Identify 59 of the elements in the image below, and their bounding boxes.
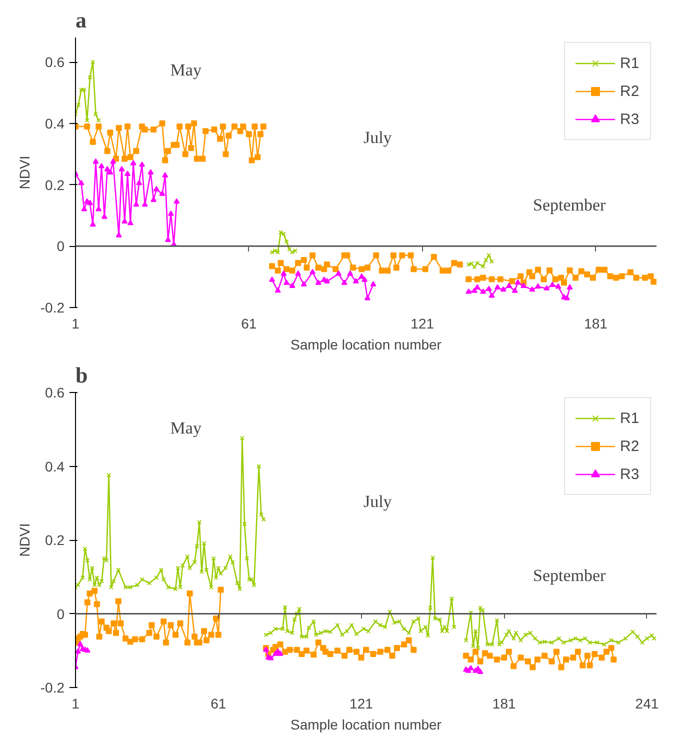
x-tick-label: 241 [635,696,659,712]
x-tick-label: 181 [492,696,516,712]
point [480,264,486,269]
point [281,232,286,236]
y-axis-title: NDVI [16,523,32,557]
chart-title: b [76,362,88,388]
point [90,60,96,64]
legend-label: R3 [620,466,640,482]
y-tick-label: 0 [56,238,65,254]
y-tick-label: 0.2 [45,532,65,548]
legend-label: R1 [620,410,640,426]
y-tick-label: -0.2 [40,680,65,696]
x-axis-title: Sample location number [290,716,442,732]
y-tick-label: 0.4 [45,458,65,474]
y-tick-label: 0.6 [45,384,65,400]
point [477,668,484,674]
annotation: July [363,128,392,147]
chart-title: a [76,8,86,32]
legend-label: R1 [620,54,640,72]
point [486,253,492,258]
x-tick-label: 181 [584,316,608,332]
x-tick-label: 61 [241,316,257,332]
annotation: May [170,60,202,80]
y-tick-label: -0.2 [40,300,65,316]
point [277,650,284,656]
x-tick-label: 1 [72,696,80,712]
annotation: July [363,492,392,512]
x-tick-label: 1 [72,316,80,332]
y-axis-title: NDVI [16,156,32,190]
point [278,230,283,235]
point [472,264,477,270]
point [290,250,295,255]
point [79,87,84,92]
point [96,118,101,123]
y-tick-label: 0.6 [45,54,65,70]
legend-label: R2 [620,438,640,454]
x-tick-label: 121 [350,696,374,712]
point [76,648,81,654]
x-tick-label: 61 [210,696,226,712]
y-tick-label: 0 [56,606,65,622]
point [284,239,289,244]
y-tick-label: 0.4 [45,115,65,132]
legend-label: R3 [620,110,640,128]
point [272,248,278,254]
point [84,118,90,123]
x-axis-title: Sample location number [290,336,442,352]
annotation: September [533,195,606,214]
y-tick-label: 0.2 [45,176,65,193]
point [466,262,471,267]
point [82,87,86,92]
point [76,102,81,108]
annotation: May [170,418,202,438]
point [93,112,98,116]
point [268,654,274,660]
point [88,75,92,80]
annotation: September [533,566,606,585]
legend-label: R2 [620,82,640,100]
x-tick-label: 121 [410,316,434,332]
point [77,640,84,646]
